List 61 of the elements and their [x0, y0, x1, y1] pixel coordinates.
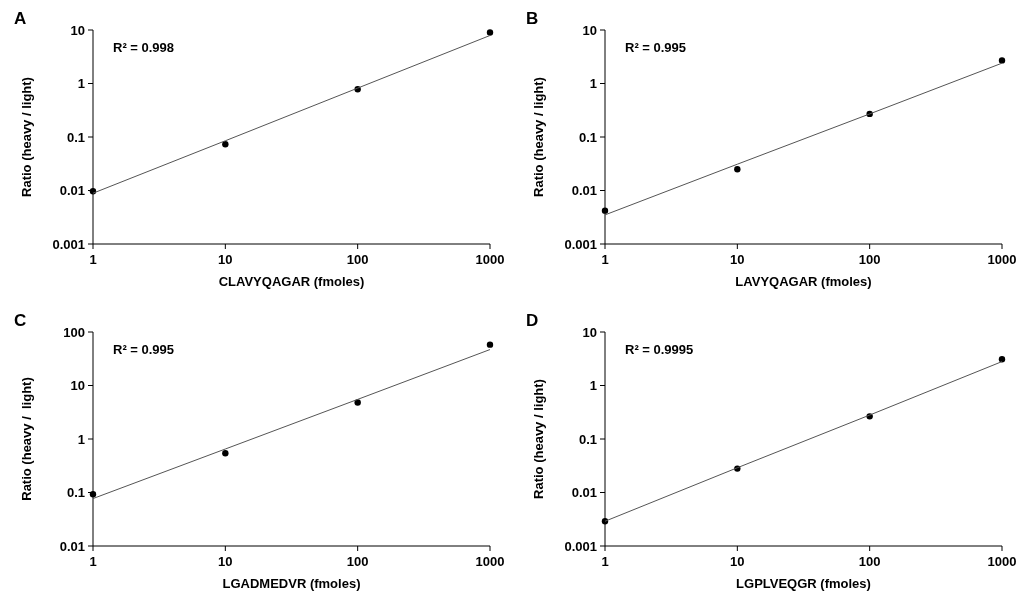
x-tick-label: 100 [858, 252, 881, 267]
x-axis-title: LGADMEDVR (fmoles) [222, 576, 361, 591]
y-tick-label: 0.1 [578, 431, 597, 447]
x-tick-label: 1 [89, 554, 97, 569]
x-tick-label: 1 [601, 554, 609, 569]
x-tick-label: 1000 [987, 554, 1017, 569]
x-tick-label: 1 [89, 252, 97, 267]
x-tick-label: 100 [858, 554, 881, 569]
x-tick-label: 100 [346, 554, 369, 569]
y-tick-label: 0.001 [564, 236, 597, 252]
y-tick-label: 100 [63, 324, 85, 340]
annotation: R² = 0.995 [625, 40, 687, 55]
y-tick-label: 1 [589, 76, 597, 92]
chart-title: D [526, 311, 539, 330]
x-axis-title: LAVYQAGAR (fmoles) [735, 274, 872, 289]
chart-title: A [14, 9, 27, 28]
y-tick-label: 0.001 [564, 538, 597, 554]
y-tick-label: 0.01 [571, 183, 597, 199]
x-tick-label: 10 [730, 252, 745, 267]
y-axis-title: Ratio (heavy / light) [19, 377, 34, 501]
annotation: R² = 0.995 [113, 342, 175, 357]
x-tick-label: 10 [218, 252, 233, 267]
x-axis-title: LGPLVEQGR (fmoles) [736, 576, 871, 591]
y-tick-label: 10 [70, 378, 85, 394]
y-tick-label: 0.1 [578, 129, 597, 145]
x-tick-label: 1000 [475, 252, 505, 267]
y-tick-label: 1 [77, 431, 85, 447]
point [222, 141, 229, 148]
y-tick-label: 10 [582, 324, 597, 340]
y-tick-label: 1 [589, 378, 597, 394]
x-tick-label: 1000 [475, 554, 505, 569]
y-tick-label: 0.001 [52, 236, 85, 252]
annotation: R² = 0.998 [113, 40, 175, 55]
y-tick-label: 10 [582, 22, 597, 38]
point [486, 29, 494, 36]
x-axis-title: CLAVYQAGAR (fmoles) [218, 274, 365, 289]
y-axis-title: Ratio (heavy / light) [531, 77, 546, 197]
y-tick-label: 0.1 [66, 485, 85, 501]
point [601, 207, 609, 214]
x-tick-label: 10 [218, 554, 233, 569]
point [734, 166, 741, 173]
x-tick-label: 1000 [987, 252, 1017, 267]
point [89, 490, 97, 498]
y-tick-label: 0.01 [571, 485, 597, 501]
annotation: R² = 0.9995 [625, 342, 694, 357]
y-tick-label: 1 [77, 76, 85, 92]
y-tick-label: 0.01 [59, 183, 85, 199]
y-tick-label: 10 [70, 22, 85, 38]
chart-title: B [526, 9, 539, 28]
y-tick-label: 0.01 [59, 538, 85, 554]
y-tick-label: 0.1 [66, 129, 85, 145]
point [486, 341, 494, 348]
x-tick-label: 100 [346, 252, 369, 267]
x-tick-label: 1 [601, 252, 609, 267]
point [998, 356, 1006, 363]
y-axis-title: Ratio (heavy / light) [19, 77, 34, 197]
x-tick-label: 10 [730, 554, 745, 569]
point [998, 57, 1006, 64]
y-axis-title: Ratio (heavy / light) [531, 379, 546, 499]
chart-title: C [14, 311, 27, 330]
point [222, 450, 229, 457]
